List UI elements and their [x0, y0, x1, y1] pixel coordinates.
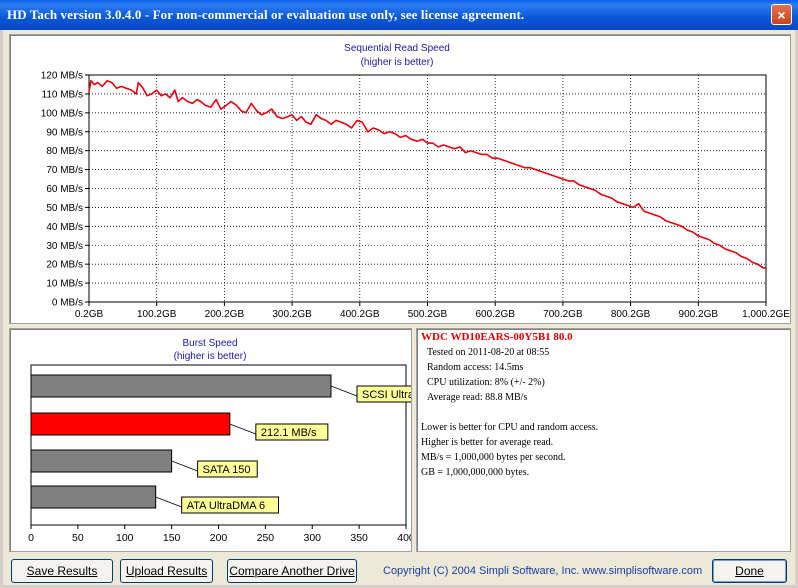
burst-x-tick-label: 0 — [28, 532, 34, 544]
burst-label: 212.1 MB/s — [261, 427, 317, 439]
sequential-y-tick-label: 110 MB/s — [42, 89, 84, 100]
sequential-y-tick-label: 0 MB/s — [52, 298, 83, 309]
done-label: Done — [735, 564, 764, 578]
burst-x-tick-label: 350 — [350, 532, 368, 544]
burst-label-box — [197, 460, 258, 478]
upload-results-label: Upload Results — [125, 564, 208, 578]
done-button[interactable]: Done — [712, 559, 787, 583]
save-results-label: Save Results — [26, 564, 98, 578]
copyright-text: Copyright (C) 2004 Simpli Software, Inc.… — [383, 565, 703, 577]
sequential-y-tick-label: 70 MB/s — [46, 165, 83, 176]
sequential-y-tick-label: 30 MB/s — [46, 241, 83, 252]
sequential-y-tick-label: 40 MB/s — [46, 222, 83, 233]
sequential-subtitle: (higher is better) — [361, 57, 434, 68]
burst-x-tick-label: 200 — [210, 532, 228, 544]
burst-title: Burst Speed — [182, 338, 237, 349]
close-icon[interactable]: × — [771, 4, 792, 25]
burst-label-box — [356, 385, 411, 403]
average-read: Average read: 88.8 MB/s — [427, 392, 528, 403]
sequential-y-tick-label: 50 MB/s — [46, 203, 83, 214]
burst-x-tick-label: 400 — [397, 532, 411, 544]
sequential-y-tick-label: 100 MB/s — [41, 108, 83, 119]
random-access: Random access: 14.5ms — [427, 362, 524, 373]
cpu-utilization: CPU utilization: 8% (+/- 2%) — [427, 377, 545, 388]
burst-label: SCSI Ultra320 — [362, 389, 411, 401]
sequential-x-tick-label: 700.2GB — [543, 309, 583, 320]
note-gb: GB = 1,000,000,000 bytes. — [421, 467, 530, 478]
sequential-y-tick-label: 20 MB/s — [46, 260, 83, 271]
note-higher: Higher is better for average read. — [421, 437, 554, 448]
sequential-y-tick-label: 10 MB/s — [46, 279, 83, 290]
sequential-x-tick-label: 900.2GB — [679, 309, 719, 320]
sequential-title: Sequential Read Speed — [344, 43, 450, 54]
sequential-x-ticks: 0.2GB 100.2GB 200.2GB 300.2GB 400.2GB 500.2GB… — [75, 302, 790, 320]
burst-label-box — [181, 496, 279, 514]
sequential-x-tick-label: 500.2GB — [408, 309, 448, 320]
burst-label: ATA UltraDMA 6 — [187, 500, 265, 512]
sequential-x-tick-label: 400.2GB — [340, 309, 380, 320]
compare-drive-label: Compare Another Drive — [229, 564, 355, 578]
title-bar: HD Tach version 3.0.4.0 - For non-commer… — [0, 0, 798, 30]
burst-label-box — [255, 423, 329, 441]
tested-date: Tested on 2011-08-20 at 08:55 — [427, 347, 550, 358]
burst-x-tick-label: 150 — [163, 532, 181, 544]
burst-label: SATA 150 — [203, 464, 251, 476]
burst-label-leader — [330, 385, 358, 397]
burst-panel: Burst Speed (higher is better) 0 50 100 150… — [9, 328, 412, 552]
upload-results-button[interactable]: Upload Results — [120, 559, 213, 583]
sequential-y-tick-label: 90 MB/s — [46, 127, 83, 138]
sequential-x-tick-label: 600.2GB — [475, 309, 515, 320]
sequential-y-tick-label: 80 MB/s — [46, 146, 83, 157]
sequential-x-tick-label: 200.2GB — [205, 309, 245, 320]
sequential-series — [88, 79, 766, 269]
note-mbs: MB/s = 1,000,000 bytes per second. — [421, 452, 566, 463]
note-lower: Lower is better for CPU and random acces… — [421, 422, 599, 433]
info-panel: WDC WD10EARS-00Y5B1 80.0 Tested on 2011-… — [416, 328, 791, 552]
sequential-y-tick-label: 60 MB/s — [46, 184, 83, 195]
save-results-button[interactable]: Save Results — [11, 559, 113, 583]
sequential-panel: Sequential Read Speed (higher is better)… — [9, 34, 791, 324]
burst-label-leader — [155, 496, 182, 508]
burst-bar — [30, 412, 231, 436]
client-area: Sequential Read Speed (higher is better)… — [3, 30, 795, 585]
burst-x-tick-label: 100 — [116, 532, 134, 544]
drive-name: WDC WD10EARS-00Y5B1 80.0 — [421, 331, 573, 343]
sequential-x-tick-label: 300.2GB — [272, 309, 312, 320]
sequential-x-tick-label: 0.2GB — [75, 309, 104, 320]
sequential-x-tick-label: 800.2GB — [611, 309, 651, 320]
burst-bar — [30, 449, 173, 473]
sequential-grid — [88, 74, 767, 303]
burst-bar — [30, 485, 157, 509]
window-title: HD Tach version 3.0.4.0 - For non-commer… — [7, 7, 525, 22]
burst-chart: Burst Speed (higher is better) 0 50 100 150… — [28, 338, 411, 544]
burst-bars: SCSI Ultra320 212.1 MB/s SATA 150 ATA Ultra… — [30, 374, 411, 514]
sequential-y-ticks: 0 MB/s 10 MB/s 20 MB/s 30 MB/s 40 MB/s 50 MB/… — [41, 71, 89, 309]
burst-x-tick-label: 250 — [257, 532, 275, 544]
burst-subtitle: (higher is better) — [174, 351, 247, 362]
sequential-chart: Sequential Read Speed (higher is better)… — [41, 43, 790, 320]
sequential-read-line — [88, 79, 766, 269]
sequential-x-tick-label: 1,000.2GE — [742, 309, 790, 320]
burst-label-leader — [171, 460, 198, 472]
sequential-y-tick-label: 120 MB/s — [41, 71, 83, 82]
sequential-x-tick-label: 100.2GB — [137, 309, 177, 320]
burst-label-leader — [229, 423, 256, 435]
burst-x-tick-label: 300 — [303, 532, 321, 544]
burst-x-tick-label: 50 — [72, 532, 84, 544]
burst-bar — [30, 374, 332, 398]
compare-drive-button[interactable]: Compare Another Drive — [227, 559, 357, 583]
